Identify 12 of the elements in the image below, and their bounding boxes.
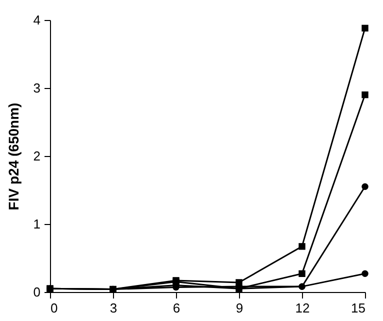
x-tick-label: 6 [172,300,180,316]
x-tick-label: 9 [236,300,244,316]
y-tick-label: 3 [33,80,40,96]
y-tick-label: 2 [33,148,40,164]
y-tick-label: 4 [33,12,40,28]
y-axis-title: FIV p24 (650nm) [5,102,22,210]
x-tick-label: 15 [351,300,366,316]
x-tick-label: 12 [295,300,310,316]
x-tick-label: 3 [110,300,118,316]
y-tick-label: 0 [33,284,40,300]
x-tick-label: 0 [50,300,58,316]
y-tick-label: 1 [33,216,40,232]
